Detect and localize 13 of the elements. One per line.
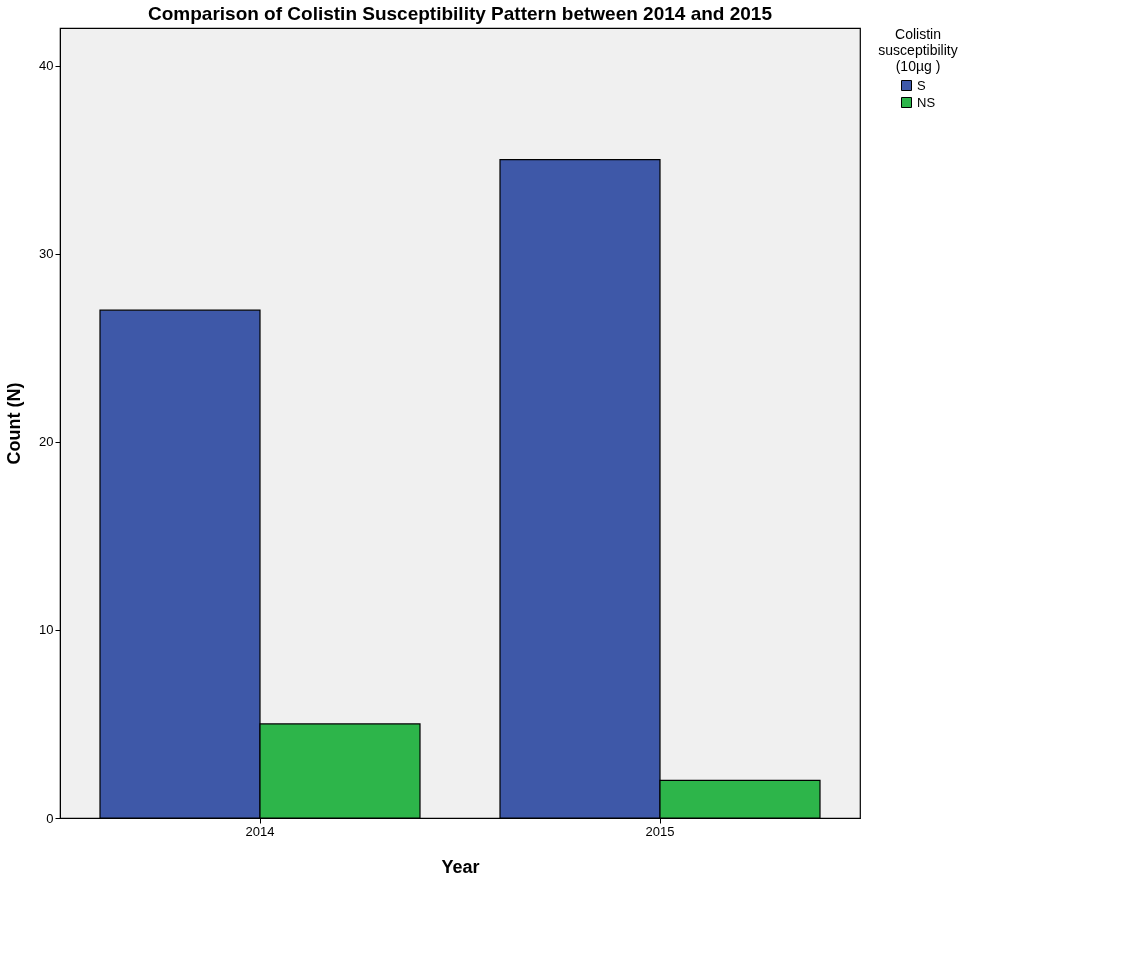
x-tick-label: 2014 xyxy=(245,823,275,839)
chart-title: Comparison of Colistin Susceptibility Pattern between 2014 and 2015 xyxy=(148,3,773,24)
y-axis-title: Count (N) xyxy=(4,382,25,465)
x-tick-label: 2015 xyxy=(645,823,675,839)
y-tick-label: 10 xyxy=(39,622,54,638)
legend-label: NS xyxy=(917,94,936,110)
y-tick-label: 20 xyxy=(39,434,54,450)
x-axis-title: Year xyxy=(441,856,480,877)
y-tick-label: 30 xyxy=(39,246,54,262)
y-tick-label: 40 xyxy=(39,58,54,74)
legend-title: Colistin susceptibility (10µg ) xyxy=(878,26,958,74)
y-tick-label: 0 xyxy=(46,810,54,826)
legend-label: S xyxy=(917,77,926,93)
